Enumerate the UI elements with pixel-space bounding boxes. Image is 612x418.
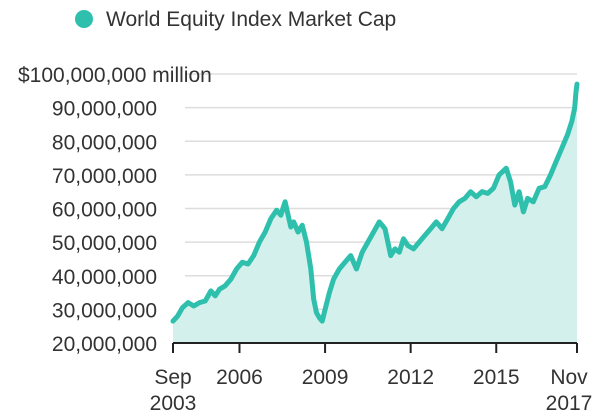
- y-tick-label: 70,000,000: [52, 165, 157, 188]
- series-line: [170, 81, 580, 324]
- y-tick-label: 20,000,000: [52, 333, 157, 356]
- x-tick-label: 2015: [473, 366, 520, 389]
- x-tick-label: 2009: [302, 366, 349, 389]
- y-tick-label: $100,000,000 million: [18, 64, 212, 87]
- x-tick-label: 2012: [387, 366, 434, 389]
- legend-marker: [75, 10, 93, 28]
- data-area: [170, 81, 580, 343]
- series-area-fill: [173, 84, 577, 343]
- x-tick-label: Sep: [154, 366, 191, 389]
- axes: [172, 342, 578, 353]
- y-tick-label: 60,000,000: [52, 199, 157, 222]
- y-tick-label: 50,000,000: [52, 232, 157, 255]
- legend-label: World Equity Index Market Cap: [106, 8, 396, 31]
- x-tick-label: 2006: [216, 366, 263, 389]
- x-tick-label: Nov: [550, 366, 588, 389]
- y-tick-label: 30,000,000: [52, 299, 157, 322]
- y-tick-label: 40,000,000: [52, 266, 157, 289]
- x-tick-label-year: 2003: [150, 392, 197, 415]
- legend: World Equity Index Market Cap: [75, 8, 396, 31]
- x-tick-label-year: 2017: [546, 392, 593, 415]
- y-tick-label: 90,000,000: [52, 98, 157, 121]
- tick-labels: 20,000,000 30,000,000 40,000,000 50,000,000…: [18, 64, 592, 415]
- y-tick-label: 80,000,000: [52, 131, 157, 154]
